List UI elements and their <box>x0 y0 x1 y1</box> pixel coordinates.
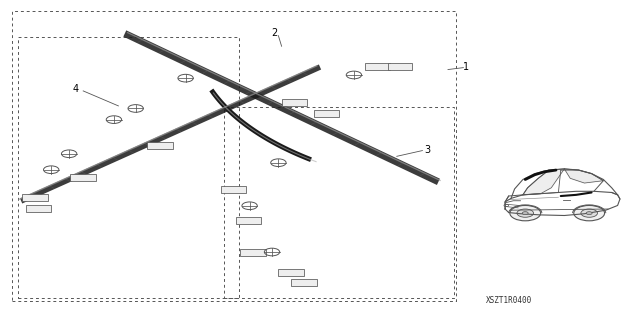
Bar <box>291 279 317 286</box>
Polygon shape <box>564 169 604 183</box>
Text: 2: 2 <box>271 28 277 39</box>
Circle shape <box>574 205 605 221</box>
Bar <box>22 194 48 201</box>
Bar <box>147 142 173 149</box>
Polygon shape <box>523 169 564 195</box>
Circle shape <box>586 212 592 215</box>
Bar <box>224 107 454 298</box>
Bar <box>18 37 239 298</box>
Circle shape <box>510 205 541 221</box>
Bar <box>221 186 246 193</box>
Circle shape <box>517 209 534 217</box>
Text: 1: 1 <box>463 62 469 72</box>
Bar <box>26 205 51 212</box>
Bar <box>12 11 456 301</box>
Bar <box>240 249 266 256</box>
Bar <box>365 63 390 70</box>
Bar <box>388 63 412 70</box>
Text: XSZT1R0400: XSZT1R0400 <box>486 296 532 305</box>
Circle shape <box>581 209 598 217</box>
Text: 4: 4 <box>72 84 79 94</box>
Bar <box>282 99 307 106</box>
Circle shape <box>522 212 528 215</box>
Bar <box>314 110 339 117</box>
Bar <box>70 174 96 181</box>
Bar <box>278 269 304 276</box>
Text: 3: 3 <box>424 145 431 155</box>
Bar <box>236 217 261 224</box>
